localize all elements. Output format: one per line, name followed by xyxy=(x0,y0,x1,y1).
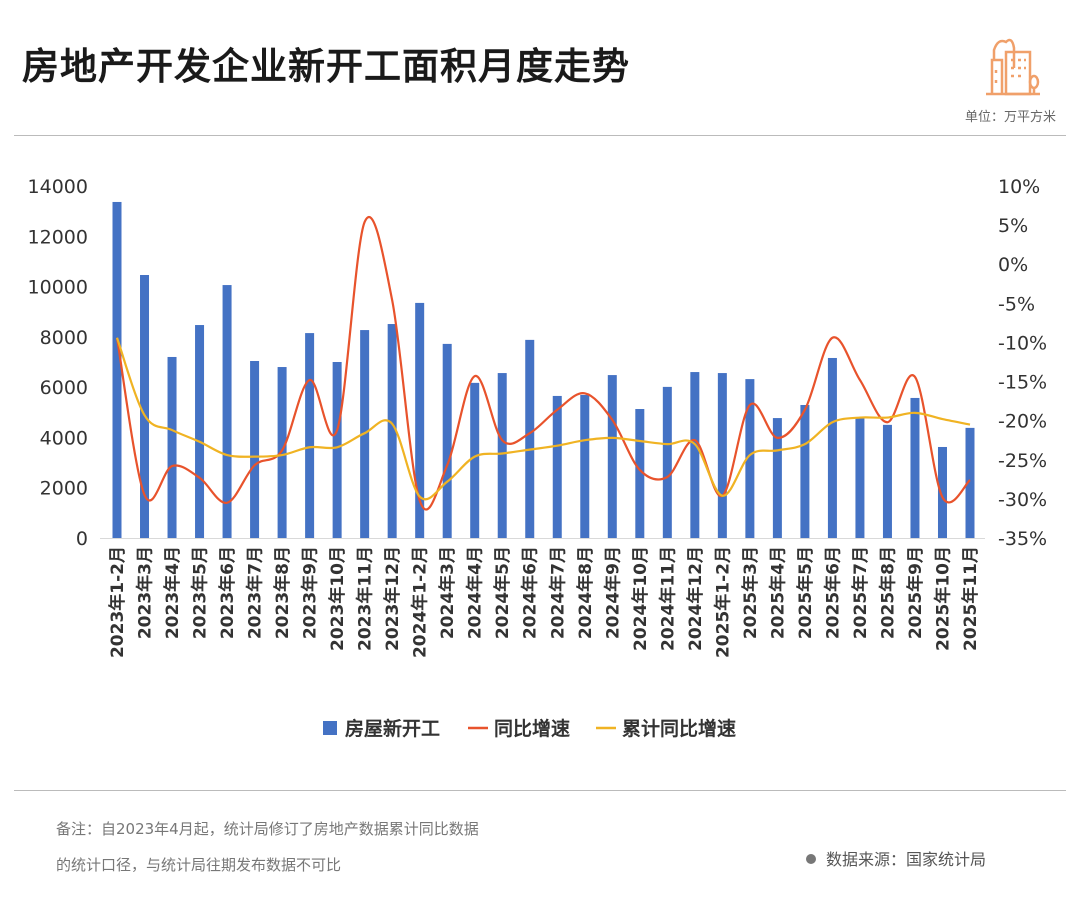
bar xyxy=(167,356,177,538)
data-source: 数据来源：国家统计局 xyxy=(806,846,986,870)
legend-label: 房屋新开工 xyxy=(345,717,440,740)
left-tick-label: 10000 xyxy=(28,277,88,299)
x-tick-label: 2024年1-2月 xyxy=(410,546,431,658)
bar xyxy=(910,397,920,538)
left-tick-label: 14000 xyxy=(28,176,88,198)
legend-label: 累计同比增速 xyxy=(622,717,736,740)
x-tick-label: 2024年11月 xyxy=(657,546,678,651)
x-tick-label: 2023年7月 xyxy=(245,546,266,639)
x-tick-label: 2025年7月 xyxy=(850,546,871,639)
bar xyxy=(497,373,507,538)
bar xyxy=(222,285,232,538)
bar xyxy=(552,395,562,538)
unit-label: 单位：万平方米 xyxy=(964,110,1056,125)
building-logo-icon xyxy=(972,28,1044,104)
combo-chart: 0 2000 4000 6000 8000 10000 12000 14000 -35% -30%… xyxy=(28,176,1048,740)
bar xyxy=(827,357,837,538)
bottom-divider xyxy=(14,790,1066,791)
left-tick-label: 2000 xyxy=(40,478,88,500)
right-tick-label: -35% xyxy=(998,528,1047,550)
right-tick-label: 5% xyxy=(998,215,1028,237)
x-tick-label: 2023年12月 xyxy=(382,546,403,651)
x-tick-label: 2024年3月 xyxy=(437,546,458,639)
x-tick-label: 2023年9月 xyxy=(300,546,321,639)
x-tick-label: 2024年5月 xyxy=(492,546,513,639)
x-tick-label: 2025年8月 xyxy=(877,546,898,639)
x-tick-label: 2023年10月 xyxy=(327,546,348,651)
legend-bar-swatch xyxy=(323,721,337,735)
x-tick-label: 2023年3月 xyxy=(135,546,156,639)
note-line-2: 的统计口径，与统计局往期发布数据不可比 xyxy=(56,856,342,874)
bar xyxy=(745,379,755,538)
bar xyxy=(525,339,535,538)
bar xyxy=(882,424,892,538)
bar xyxy=(690,372,700,538)
x-tick-label: 2024年7月 xyxy=(547,546,568,639)
bar xyxy=(195,325,205,538)
right-tick-label: -5% xyxy=(998,293,1035,315)
bar xyxy=(387,324,397,538)
x-tick-label: 2023年1-2月 xyxy=(107,546,128,658)
x-tick-label: 2023年11月 xyxy=(355,546,376,651)
x-tick-label: 2025年10月 xyxy=(932,546,953,651)
bullet-icon xyxy=(806,854,816,864)
cumulative-yoy-line xyxy=(115,337,971,501)
x-tick-label: 2025年1-2月 xyxy=(712,546,733,658)
right-tick-label: -10% xyxy=(998,332,1047,354)
top-divider xyxy=(14,135,1066,136)
x-tick-label: 2024年4月 xyxy=(465,546,486,639)
bar xyxy=(717,373,727,538)
bar xyxy=(800,404,810,538)
bar xyxy=(415,302,425,538)
bar xyxy=(937,446,947,538)
bar xyxy=(580,394,590,538)
bar xyxy=(772,418,782,538)
note-line-1: 备注：自2023年4月起，统计局修订了房地产数据累计同比数据 xyxy=(56,820,479,838)
right-tick-label: -30% xyxy=(998,489,1047,511)
legend-label: 同比增速 xyxy=(494,717,570,740)
left-tick-label: 6000 xyxy=(40,377,88,399)
right-tick-label: -15% xyxy=(998,372,1047,394)
right-tick-label: 0% xyxy=(998,254,1028,276)
x-tick-label: 2024年12月 xyxy=(685,546,706,651)
x-tick-label: 2025年11月 xyxy=(960,546,981,651)
x-tick-label: 2023年5月 xyxy=(190,546,211,639)
bar xyxy=(332,362,342,538)
x-tick-label: 2023年6月 xyxy=(217,546,238,639)
bar xyxy=(277,367,287,538)
bar xyxy=(470,382,480,538)
bar xyxy=(250,360,260,538)
x-tick-label: 2024年10月 xyxy=(630,546,651,651)
left-tick-label: 12000 xyxy=(28,226,88,248)
x-tick-label: 2025年6月 xyxy=(822,546,843,639)
bar xyxy=(635,409,645,538)
bar xyxy=(965,427,975,538)
bar xyxy=(662,386,672,538)
x-tick-label: 2023年4月 xyxy=(162,546,183,639)
bar xyxy=(442,343,452,538)
left-tick-label: 8000 xyxy=(40,327,88,349)
left-tick-label: 4000 xyxy=(40,427,88,449)
x-tick-label: 2024年9月 xyxy=(602,546,623,639)
x-tick-label: 2025年5月 xyxy=(795,546,816,639)
yoy-line xyxy=(115,215,971,511)
bar xyxy=(112,201,122,539)
bar xyxy=(855,417,865,538)
x-tick-label: 2025年9月 xyxy=(905,546,926,639)
x-tick-label: 2025年3月 xyxy=(740,546,761,639)
source-text: 数据来源：国家统计局 xyxy=(826,850,987,869)
right-tick-label: 10% xyxy=(998,176,1040,198)
right-tick-label: -25% xyxy=(998,450,1047,472)
x-tick-label: 2024年6月 xyxy=(520,546,541,639)
page-title: 房地产开发企业新开工面积月度走势 xyxy=(22,45,630,88)
bar xyxy=(607,375,617,538)
x-tick-label: 2024年8月 xyxy=(575,546,596,639)
x-tick-label: 2025年4月 xyxy=(767,546,788,639)
bar xyxy=(140,275,150,538)
bar xyxy=(305,333,315,538)
x-tick-label: 2023年8月 xyxy=(272,546,293,639)
left-tick-label: 0 xyxy=(76,528,88,550)
right-tick-label: -20% xyxy=(998,411,1047,433)
